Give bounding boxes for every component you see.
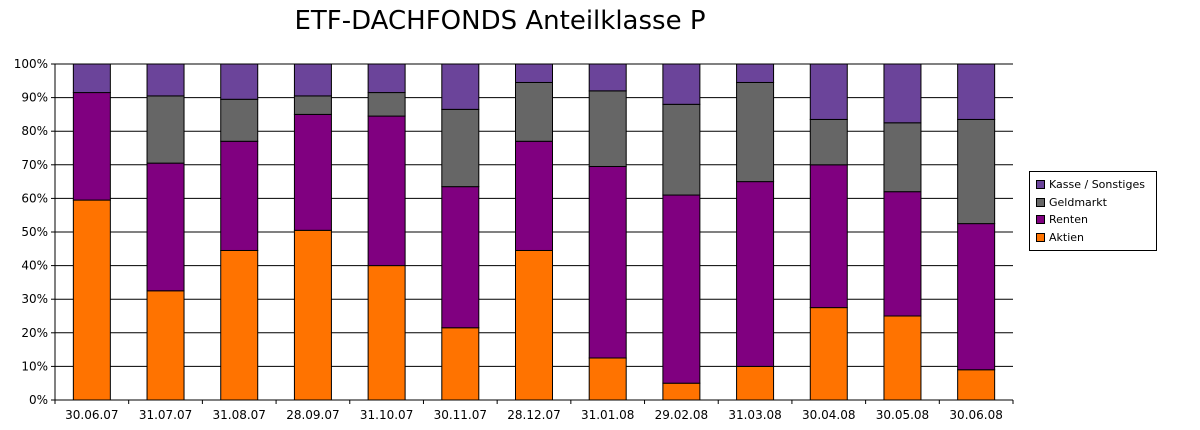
y-tick-label: 80% [21, 124, 48, 138]
y-tick-label: 0% [29, 393, 48, 407]
y-tick-label: 100% [14, 57, 48, 71]
bar-segment-renten [72, 92, 111, 201]
x-tick-label: 31.01.08 [581, 408, 634, 422]
legend-swatch [1036, 215, 1045, 225]
bar-segment-aktien [515, 249, 553, 401]
y-tick-label: 40% [21, 259, 48, 273]
bar-segment-geldmarkt [515, 81, 553, 142]
bar-segment-renten [588, 165, 627, 359]
y-tick-label: 20% [21, 326, 48, 340]
bar-segment-aktien [220, 249, 259, 401]
x-tick-label: 30.04.08 [802, 408, 855, 422]
x-tick-label: 30.11.07 [434, 408, 487, 422]
bar-segment-aktien [809, 307, 848, 401]
bar-segment-geldmarkt [293, 95, 332, 115]
bar-segment-kasse-sonstiges [72, 63, 111, 94]
legend-label: Kasse / Sonstiges [1049, 178, 1145, 192]
bar-segment-kasse-sonstiges [662, 63, 701, 105]
bar-segment-kasse-sonstiges [957, 63, 996, 120]
bar-segment-renten [220, 140, 259, 251]
x-tick-labels: 30.06.07 31.07.07 31.08.07 28.09.07 31.10.07… [65, 408, 1003, 422]
bar-segment-aktien [662, 382, 701, 401]
bar-segment-aktien [293, 229, 332, 401]
x-tick-label: 30.06.07 [65, 408, 118, 422]
bar-segment-geldmarkt [662, 103, 701, 196]
bar-segment-renten [293, 113, 332, 231]
y-tick-label: 10% [21, 359, 48, 373]
bar-segment-renten [883, 191, 922, 317]
bar-segment-aktien [883, 315, 922, 401]
bar-segment-kasse-sonstiges [736, 63, 775, 83]
bar-segment-aktien [441, 327, 480, 401]
x-tick-label: 31.10.07 [360, 408, 413, 422]
bar-segment-aktien [367, 265, 406, 401]
legend-swatch [1036, 197, 1045, 207]
bar-segment-kasse-sonstiges [515, 63, 553, 83]
bar-segment-kasse-sonstiges [220, 63, 259, 100]
bar-segment-renten [515, 140, 553, 251]
legend-swatch [1036, 232, 1045, 242]
y-tick-label: 70% [21, 158, 48, 172]
legend: Kasse / Sonstiges Geldmarkt Renten Aktien [1029, 171, 1157, 251]
axes [54, 64, 1014, 404]
bar-segment-aktien [72, 199, 111, 401]
bar-segment-aktien [146, 290, 185, 401]
x-tick-label: 30.05.08 [876, 408, 929, 422]
bar-segment-geldmarkt [957, 118, 996, 225]
bar-segment-geldmarkt [146, 95, 185, 164]
bar-segment-kasse-sonstiges [293, 63, 332, 97]
bar-segment-renten [367, 115, 406, 267]
legend-label: Geldmarkt [1049, 195, 1107, 209]
y-tick-label: 60% [21, 191, 48, 205]
bar-segment-geldmarkt [883, 122, 922, 193]
bar-segment-kasse-sonstiges [883, 63, 922, 124]
x-tick-label: 31.03.08 [728, 408, 781, 422]
bar-segment-geldmarkt [736, 81, 775, 183]
bar-segment-kasse-sonstiges [367, 63, 406, 94]
x-tick-label: 28.09.07 [286, 408, 339, 422]
bar-segment-geldmarkt [367, 92, 406, 117]
bar-segment-geldmarkt [809, 118, 848, 166]
chart-title: ETF-DACHFONDS Anteilklasse P [294, 6, 706, 36]
bars [72, 63, 996, 401]
legend-item: Aktien [1036, 229, 1150, 247]
x-tick-label: 30.06.08 [949, 408, 1002, 422]
bar-segment-kasse-sonstiges [441, 63, 480, 110]
bar-segment-renten [146, 162, 185, 292]
bar-segment-kasse-sonstiges [809, 63, 848, 120]
bar-segment-renten [662, 194, 701, 384]
x-tick-label: 28.12.07 [507, 408, 560, 422]
bar-segment-renten [957, 223, 996, 371]
bar-segment-renten [441, 186, 480, 329]
y-tick-label: 30% [21, 292, 48, 306]
x-tick-label: 31.08.07 [213, 408, 266, 422]
bar-segment-geldmarkt [588, 90, 627, 167]
x-tick-label: 29.02.08 [655, 408, 708, 422]
y-tick-labels: 0% 10% 20% 30% 40% 50% 60% 70% 80% 90% 100% [14, 57, 48, 407]
x-tick-label: 31.07.07 [139, 408, 192, 422]
legend-item: Geldmarkt [1036, 194, 1150, 212]
legend-label: Renten [1049, 213, 1088, 227]
legend-swatch [1036, 180, 1045, 190]
y-tick-label: 50% [21, 225, 48, 239]
bar-segment-aktien [736, 365, 775, 401]
bar-segment-renten [809, 164, 848, 309]
y-tick-label: 90% [21, 91, 48, 105]
legend-label: Aktien [1049, 230, 1085, 244]
bar-segment-renten [736, 181, 775, 367]
bar-segment-geldmarkt [441, 108, 480, 188]
bar-segment-geldmarkt [220, 98, 259, 142]
bar-segment-aktien [957, 369, 996, 401]
legend-item: Renten [1036, 211, 1150, 229]
bar-segment-kasse-sonstiges [588, 63, 627, 92]
bar-segment-aktien [588, 357, 627, 401]
legend-item: Kasse / Sonstiges [1036, 176, 1150, 194]
bar-segment-kasse-sonstiges [146, 63, 185, 97]
